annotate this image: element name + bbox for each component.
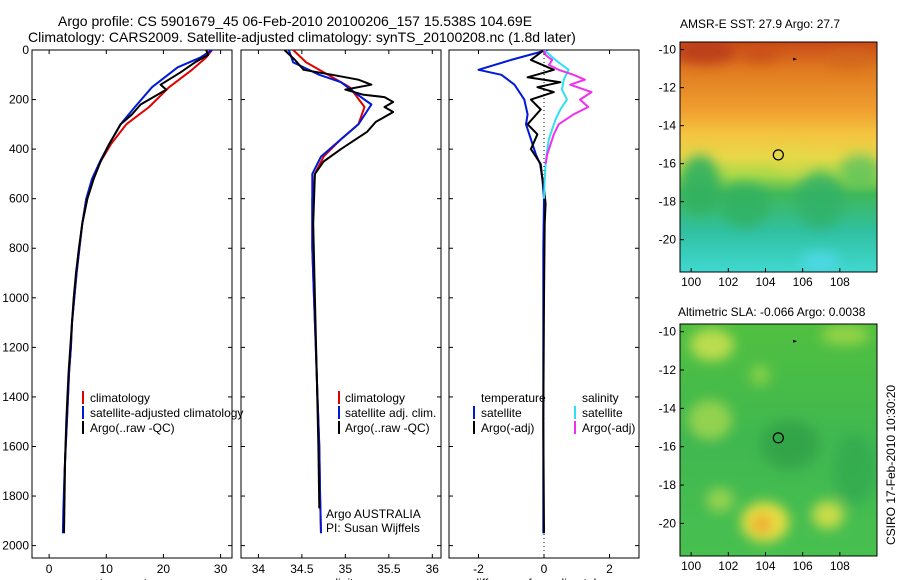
map-x-tick-label: 108	[830, 275, 850, 289]
legend-label-satellite: satellite adj. clim.	[345, 406, 436, 420]
x-tick-label: 34	[252, 562, 266, 576]
map-y-tick-label: -12	[659, 363, 677, 377]
map-y-tick-label: -20	[659, 516, 677, 530]
map-x-tick-label: 102	[718, 275, 738, 289]
series-line-temperature-argo-adj	[526, 50, 562, 534]
series-line-argo-raw-qc	[283, 50, 395, 509]
legend-label-sal-argo: Argo(-adj)	[582, 421, 635, 435]
flag-marker-icon	[793, 339, 798, 343]
legend-heading-salinity: salinity	[582, 391, 619, 405]
salinity-legend: climatology satellite adj. clim. Argo(..…	[326, 391, 436, 535]
map-x-tick-label: 108	[830, 559, 850, 573]
map-x-tick-label: 100	[681, 275, 701, 289]
map-x-tick-label: 100	[681, 559, 701, 573]
sla-map-title: Altimetric SLA: -0.066 Argo: 0.0038	[678, 305, 866, 319]
legend-label-climatology: climatology	[345, 391, 405, 405]
series-group	[283, 50, 395, 534]
y-tick-label: 200	[9, 93, 29, 107]
y-tick-label: 400	[9, 142, 29, 156]
figure-title-line1: Argo profile: CS 5901679_45 06-Feb-2010 …	[58, 13, 533, 29]
x-tick-label: 35.5	[377, 562, 401, 576]
pi-annotation: PI: Susan Wijffels	[326, 521, 420, 535]
map-y-tick-label: -16	[659, 157, 677, 171]
sst-map: AMSR-E SST: 27.9 Argo: 27.7 100 102 104 106…	[659, 17, 878, 289]
map-x-tick-label: 104	[755, 275, 775, 289]
x-tick-label: 30	[214, 562, 228, 576]
series-group	[477, 50, 593, 534]
y-tick-label: 800	[9, 241, 29, 255]
y-tick-label: 1000	[2, 291, 29, 305]
series-line-salinity-argo-adj	[543, 50, 593, 165]
temperature-legend: climatology satellite-adjusted climatolo…	[82, 391, 243, 435]
sst-map-title: AMSR-E SST: 27.9 Argo: 27.7	[680, 17, 840, 31]
salinity-panel: 34 34.5 35 35.5 36 salinity	[240, 49, 442, 580]
map-y-tick-label: -20	[659, 233, 677, 247]
flag-marker-icon	[793, 57, 798, 61]
map-y-tick-label: -18	[659, 478, 677, 492]
temperature-panel: 0 10 20 30 temperature 0 200 400 600 800 1000 1200 1…	[2, 43, 233, 580]
plot-frame	[240, 49, 442, 559]
x-tick-label: 0	[541, 562, 548, 576]
map-y-tick-label: -14	[659, 401, 677, 415]
legend-label-satellite: satellite-adjusted climatology	[90, 406, 243, 420]
legend-label-sal-satellite: satellite	[582, 406, 623, 420]
map-y-tick-label: -10	[659, 325, 677, 339]
x-tick-label: 20	[157, 562, 171, 576]
footer-credit: CSIRO 17-Feb-2010 10:30:20	[884, 385, 898, 545]
legend-label-climatology: climatology	[90, 391, 150, 405]
difference-legend: temperature satellite Argo(-adj) salinit…	[473, 391, 635, 435]
difference-panel: -2 0 2difference from climatology	[448, 49, 640, 580]
sst-texture	[680, 42, 877, 272]
legend-label-temp-satellite: satellite	[481, 406, 522, 420]
x-tick-label: -2	[473, 562, 484, 576]
y-tick-label: 1400	[2, 390, 29, 404]
plot-frame	[31, 49, 233, 559]
y-tick-label: 1200	[2, 340, 29, 354]
map-x-tick-label: 106	[793, 275, 813, 289]
x-tick-label: 35	[339, 562, 353, 576]
series-line-argo-raw-qc	[63, 50, 209, 534]
x-axis-label: salinity	[323, 576, 360, 580]
map-x-tick-label: 102	[718, 559, 738, 573]
y-tick-label: 0	[22, 43, 29, 57]
float-position-marker	[772, 149, 784, 161]
sst-map-frame	[679, 41, 878, 273]
sst-map-axes: 100 102 104 106 108 -10 -12 -14 -16 -18 -20	[659, 43, 851, 289]
float-position-marker	[772, 432, 784, 444]
x-tick-label: 0	[46, 562, 53, 576]
legend-heading-temperature: temperature	[481, 391, 546, 405]
map-x-tick-label: 104	[755, 559, 775, 573]
sla-map-frame	[679, 323, 878, 557]
map-y-tick-label: -14	[659, 119, 677, 133]
x-tick-label: 2	[606, 562, 613, 576]
map-x-tick-label: 106	[793, 559, 813, 573]
x-tick-label: 36	[426, 562, 440, 576]
float-owner-annotation: Argo AUSTRALIA	[326, 507, 421, 521]
map-y-tick-label: -16	[659, 440, 677, 454]
map-y-tick-label: -10	[659, 43, 677, 57]
sla-map-axes: 100 102 104 106 108 -10 -12 -14 -16 -18 -20	[659, 325, 851, 573]
series-group	[61, 50, 213, 534]
legend-label-temp-argo: Argo(-adj)	[481, 421, 534, 435]
legend-label-argo: Argo(..raw -QC)	[90, 421, 175, 435]
x-axis-label: temperature	[100, 576, 165, 580]
y-tick-label: 2000	[2, 539, 29, 553]
y-tick-label: 1600	[2, 439, 29, 453]
x-axis-label: difference from climatology	[472, 576, 615, 580]
y-tick-label: 600	[9, 192, 29, 206]
map-y-tick-label: -18	[659, 195, 677, 209]
x-tick-label: 34.5	[290, 562, 314, 576]
x-tick-label: 10	[100, 562, 114, 576]
series-line-temperature-satellite	[477, 50, 548, 534]
y-tick-label: 1800	[2, 489, 29, 503]
legend-label-argo: Argo(..raw -QC)	[345, 421, 430, 435]
figure-title-line2: Climatology: CARS2009. Satellite-adjuste…	[28, 29, 576, 45]
sla-texture	[688, 325, 877, 542]
sla-map: Altimetric SLA: -0.066 Argo: 0.0038 100 1…	[659, 305, 878, 573]
map-y-tick-label: -12	[659, 81, 677, 95]
